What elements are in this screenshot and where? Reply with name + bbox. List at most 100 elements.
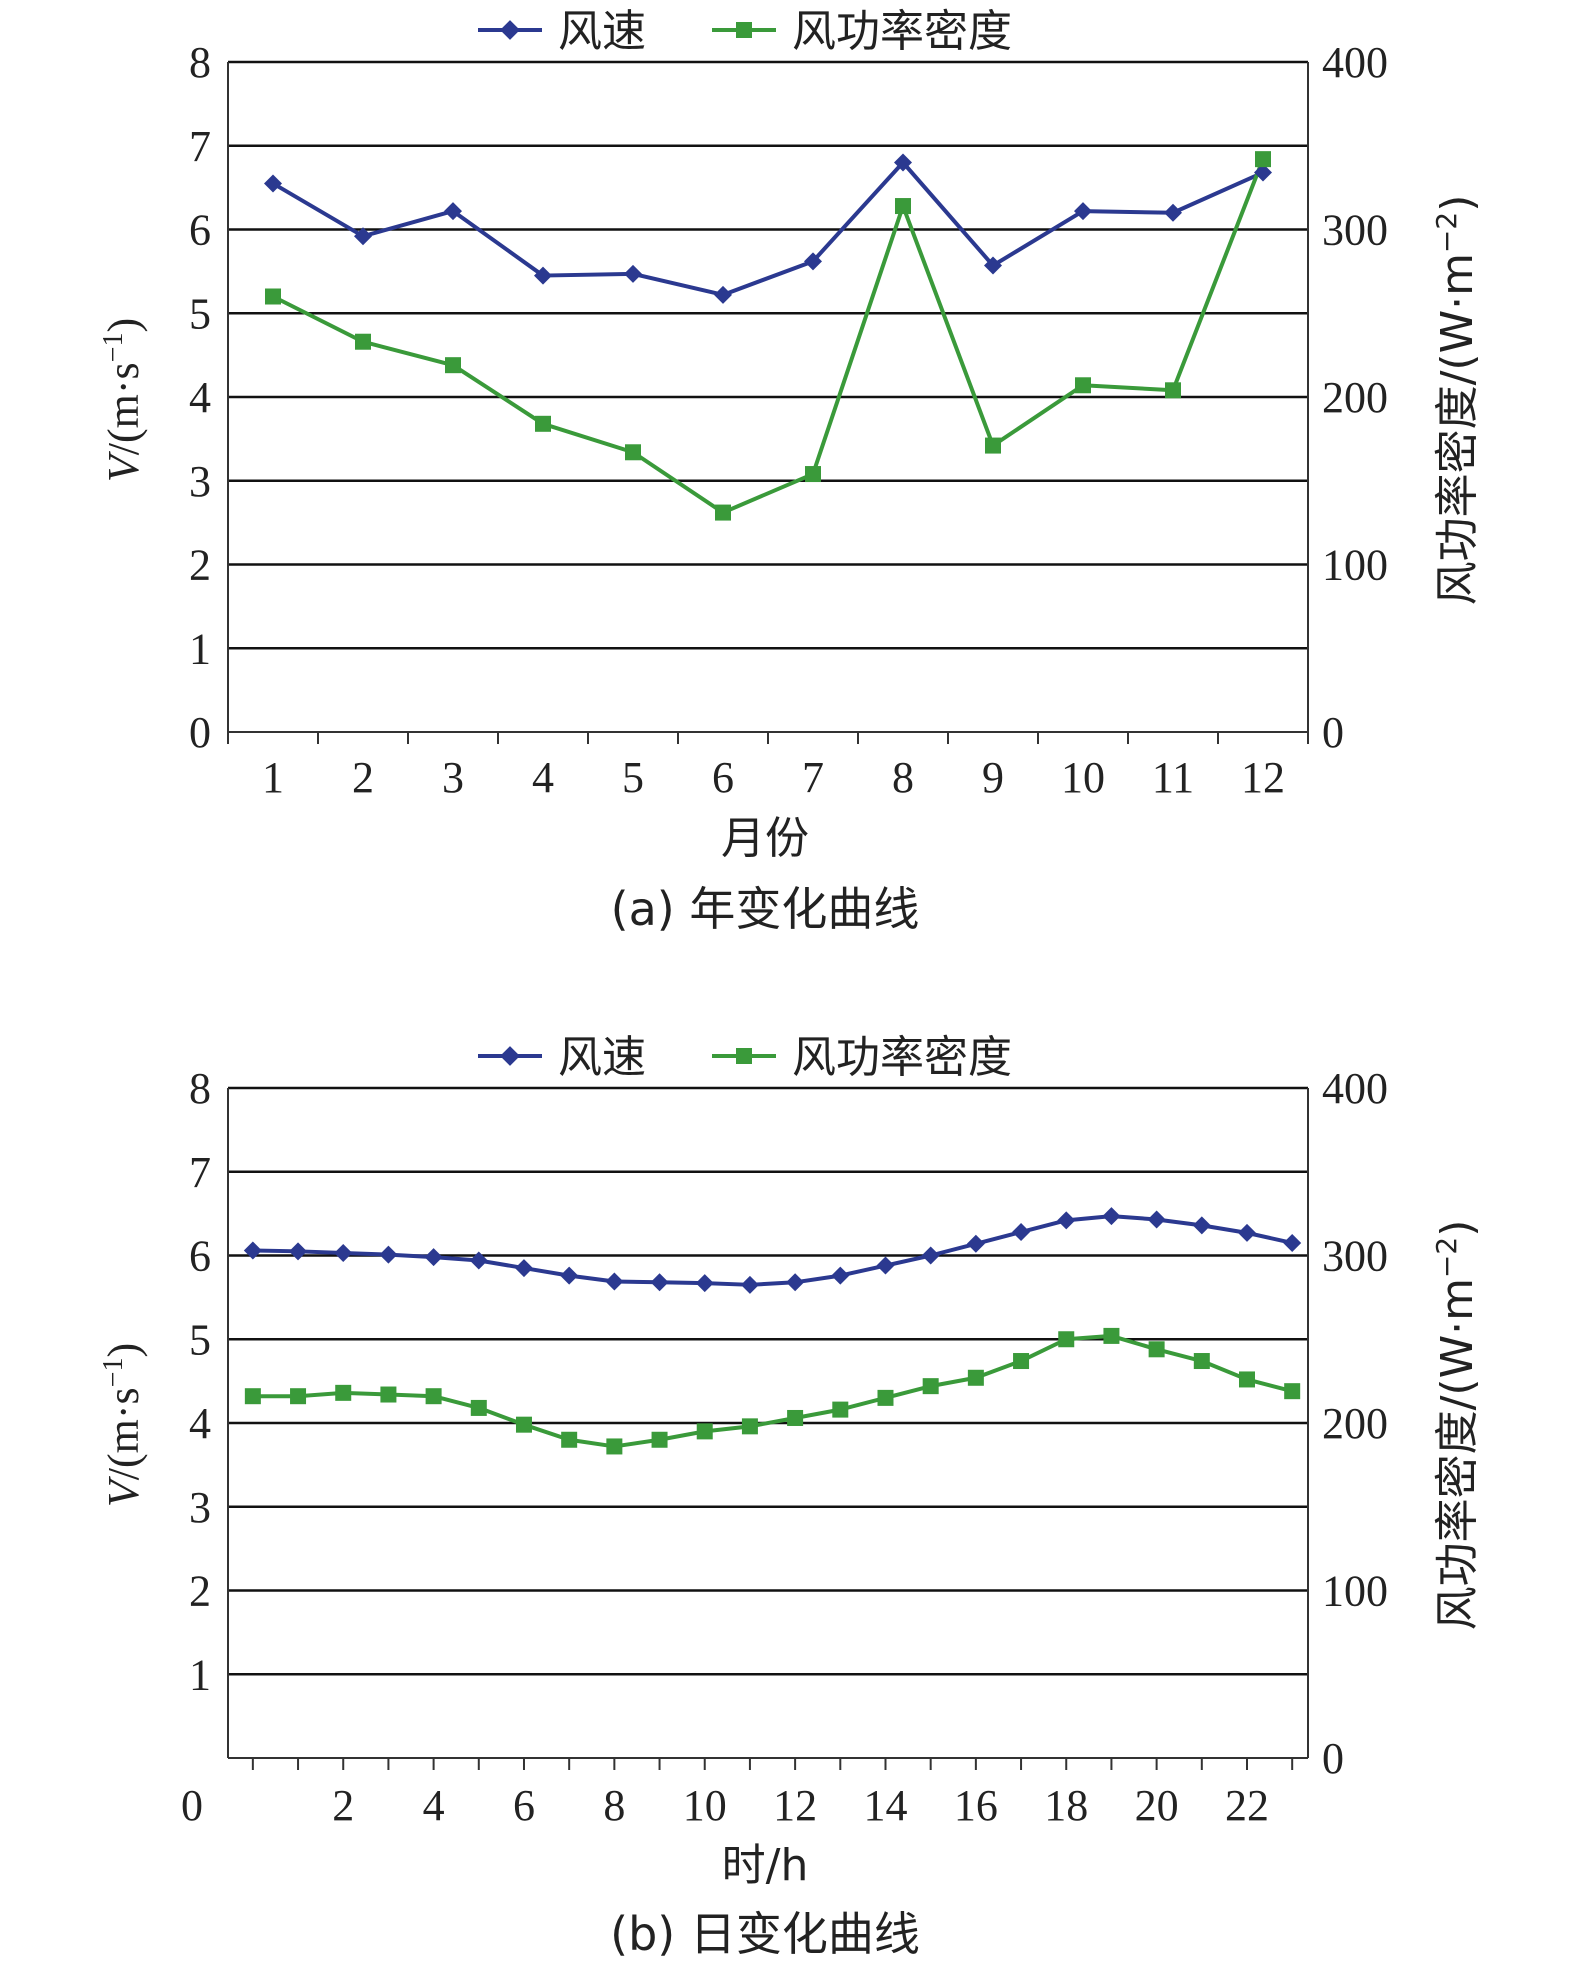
x-tick-label: 8	[892, 753, 914, 802]
wind-speed-point	[379, 1245, 398, 1264]
wind-speed-point	[876, 1256, 895, 1275]
series-points	[243, 1207, 1302, 1455]
x-axis-title: 月份	[721, 813, 809, 864]
power-density-point	[470, 1399, 487, 1416]
legend-power-density-marker	[736, 22, 752, 38]
y2-tick-label: 400	[1322, 38, 1388, 87]
wind-speed-point	[1057, 1211, 1076, 1230]
left-y-tick-labels: 1 2 3 4 5 6 7 8	[189, 1064, 211, 1699]
power-density-line	[252, 1333, 1293, 1449]
power-density-point	[967, 1369, 984, 1386]
power-density-point	[1013, 1353, 1030, 1370]
power-density-point	[1238, 1371, 1255, 1388]
wind-speed-point	[624, 264, 642, 283]
power-density-point	[1165, 382, 1181, 399]
power-density-point	[1075, 377, 1091, 394]
x-tick-label: 7	[802, 753, 824, 802]
wind-speed-point	[424, 1248, 443, 1267]
y-tick-label: 8	[189, 1064, 211, 1113]
y-tick-label: 0	[189, 708, 211, 757]
x-tick-label: 18	[1044, 1781, 1088, 1830]
wind-speed-point	[831, 1266, 850, 1285]
wind-speed-line	[271, 160, 1264, 297]
wind-speed-point	[984, 256, 1002, 275]
x-axis-title: 时/h	[722, 1840, 809, 1891]
y-tick-label: 1	[189, 624, 211, 673]
x-tick-label: 6	[712, 753, 734, 802]
left-y-tick-labels: 0 1 2 3 4 5 6 7 8	[189, 38, 211, 757]
x-tick-label: 6	[513, 1781, 535, 1830]
wind-speed-point	[966, 1234, 985, 1253]
power-density-point	[290, 1388, 307, 1405]
wind-speed-point	[740, 1275, 759, 1294]
wind-speed-point	[354, 227, 372, 246]
x-tick-label: 10	[683, 1781, 727, 1830]
x-tick-label: 9	[982, 753, 1004, 802]
right-y-tick-labels: 0 100 200 300 400	[1322, 38, 1388, 757]
y-tick-label: 3	[189, 457, 211, 506]
gridlines	[228, 60, 1308, 650]
x-tick-labels: 1 2 3 4 5 6 7 8 9 10 11 12	[227, 732, 1309, 802]
y-tick-label: 1	[189, 1650, 211, 1699]
y-tick-label: 4	[189, 373, 211, 422]
wind-speed-point	[264, 174, 282, 193]
wind-speed-point	[469, 1251, 488, 1270]
wind-speed-point	[1283, 1233, 1302, 1252]
y2-tick-label: 300	[1322, 206, 1388, 255]
y2-tick-label: 200	[1322, 373, 1388, 422]
power-density-point	[355, 333, 371, 350]
power-density-point	[922, 1378, 939, 1395]
wind-speed-point	[714, 285, 732, 304]
power-density-point	[787, 1409, 804, 1426]
power-density-point	[1255, 151, 1271, 168]
wind-speed-point	[894, 153, 912, 172]
power-density-point	[805, 466, 821, 483]
x-tick-label: 12	[773, 1781, 817, 1830]
power-density-point	[741, 1418, 758, 1435]
power-density-point	[606, 1438, 623, 1455]
wind-speed-point	[560, 1266, 579, 1285]
wind-speed-point	[1147, 1210, 1166, 1229]
power-density-point	[515, 1416, 532, 1433]
x-tick-label: 14	[863, 1781, 907, 1830]
x-tick-label: 11	[1152, 753, 1194, 802]
y-zero-tick-label: 0	[181, 1781, 203, 1830]
power-density-point	[651, 1431, 668, 1448]
power-density-point	[445, 357, 461, 374]
x-tick-label: 16	[954, 1781, 998, 1830]
power-density-point	[561, 1431, 578, 1448]
x-tick-label: 5	[622, 753, 644, 802]
legend-power-density-marker	[736, 1048, 752, 1064]
axes	[227, 1088, 1309, 1759]
series-lines	[252, 1214, 1293, 1449]
y2-tick-label: 400	[1322, 1064, 1388, 1113]
power-density-point	[1193, 1353, 1210, 1370]
legend-wind-speed-label: 风速	[558, 1032, 646, 1083]
x-tick-label: 1	[262, 753, 284, 802]
legend-wind-speed-label: 风速	[558, 6, 646, 57]
y-tick-label: 6	[189, 1232, 211, 1281]
y2-tick-label: 100	[1322, 1567, 1388, 1616]
power-density-point	[895, 198, 911, 215]
wind-speed-point	[695, 1274, 714, 1293]
y-tick-label: 2	[189, 541, 211, 590]
power-density-point	[265, 288, 281, 305]
y-tick-label: 8	[189, 38, 211, 87]
x-tick-label: 4	[423, 1781, 445, 1830]
chart-caption: (b) 日变化曲线	[610, 1907, 920, 1961]
y-tick-label: 5	[189, 1315, 211, 1364]
legend-wind-speed-marker	[500, 1046, 520, 1066]
power-density-point	[380, 1386, 397, 1403]
wind-speed-point	[444, 202, 462, 221]
legend-power-density-label: 风功率密度	[792, 1032, 1012, 1083]
x-tick-label: 10	[1061, 753, 1105, 802]
y-tick-label: 2	[189, 1567, 211, 1616]
power-density-point	[425, 1388, 442, 1405]
series-lines	[271, 158, 1265, 515]
y2-tick-label: 0	[1322, 1734, 1344, 1783]
y-tick-label: 5	[189, 289, 211, 338]
y2-axis-title: 风功率密度/(W·m−2)	[1430, 195, 1483, 606]
power-density-point	[877, 1389, 894, 1406]
